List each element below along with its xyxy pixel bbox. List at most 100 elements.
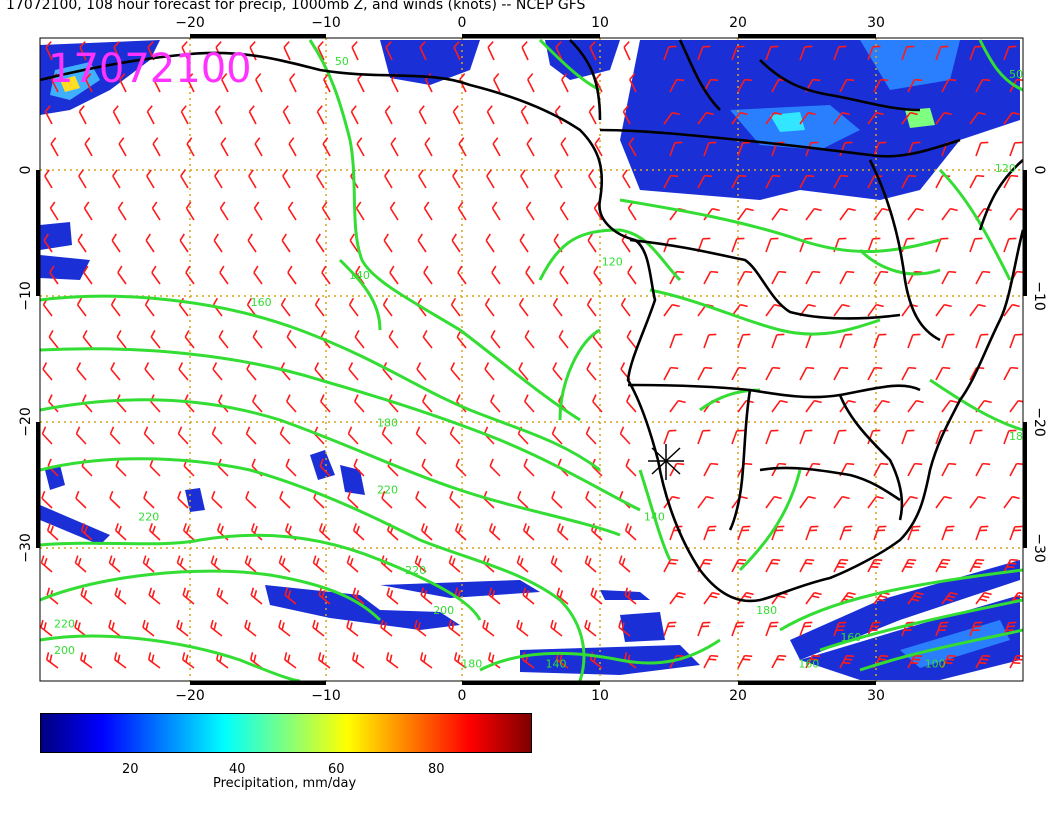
- wind-barb: [449, 426, 461, 445]
- wind-barb: [839, 270, 855, 285]
- wind-barb: [839, 141, 853, 157]
- wind-barb: [551, 490, 563, 509]
- wind-barb: [525, 201, 535, 221]
- wind-barb: [901, 174, 917, 189]
- wind-barb: [187, 73, 195, 93]
- wind-barb: [1009, 654, 1023, 669]
- wind-barb: [117, 265, 127, 285]
- wind-barb: [457, 201, 467, 221]
- wind-barb: [316, 169, 325, 189]
- wind-barb: [941, 78, 957, 93]
- wind-barb: [941, 591, 958, 605]
- lat-label: −10: [18, 281, 34, 311]
- wind-barb: [524, 394, 535, 413]
- wind-barb: [278, 555, 291, 573]
- wind-barb: [765, 237, 779, 253]
- wind-barb: [453, 652, 467, 669]
- wind-barb: [389, 201, 399, 221]
- wind-barb: [318, 523, 331, 541]
- wind-barb: [1003, 558, 1019, 573]
- wind-barb: [485, 233, 495, 253]
- wind-barb: [348, 297, 359, 317]
- wind-barb: [975, 333, 989, 349]
- wind-barb: [416, 362, 427, 381]
- wind-barb: [1003, 429, 1017, 445]
- wind-barb: [771, 207, 788, 221]
- wind-barb: [969, 495, 986, 509]
- contour-label: 100: [925, 658, 946, 671]
- wind-barb: [114, 587, 127, 605]
- wind-barb: [385, 652, 399, 669]
- wind-barb: [559, 201, 569, 221]
- wind-barb: [355, 201, 365, 221]
- wind-barb: [76, 362, 87, 381]
- contour-label: 160: [798, 658, 819, 671]
- lat-labels-right: 0 −10 −20 −30: [1031, 166, 1047, 563]
- wind-barb: [491, 265, 501, 285]
- wind-barb: [833, 621, 847, 637]
- wind-barb: [520, 105, 529, 125]
- wind-barb: [935, 495, 952, 509]
- wind-barb: [109, 490, 121, 509]
- wind-barb: [415, 490, 427, 509]
- wind-barb: [386, 587, 399, 605]
- wind-barb: [622, 105, 631, 125]
- wind-barb: [216, 523, 229, 541]
- wind-barb: [352, 587, 365, 605]
- wind-barb: [663, 111, 680, 125]
- wind-barb: [148, 587, 161, 605]
- wind-barb: [839, 525, 853, 541]
- wind-barb: [622, 169, 631, 189]
- wind-barb: [252, 394, 263, 413]
- wind-barb: [78, 169, 87, 189]
- wind-barb: [245, 426, 257, 445]
- wind-barb: [414, 619, 427, 637]
- wind-barb: [279, 426, 291, 445]
- wind-barb: [628, 137, 637, 157]
- wind-barb: [450, 362, 461, 381]
- wind-barb: [584, 619, 597, 637]
- wind-barb: [388, 329, 399, 349]
- wind-barb: [350, 105, 359, 125]
- wind-barb: [152, 137, 161, 157]
- wind-barb: [491, 201, 501, 221]
- wind-barb: [253, 265, 263, 285]
- wind-barb: [150, 329, 161, 349]
- wind-barb: [153, 73, 161, 93]
- wind-barb: [1009, 462, 1023, 477]
- wind-barb: [805, 591, 822, 605]
- wind-barb: [663, 174, 679, 189]
- wind-barb: [423, 265, 433, 285]
- lon-labels-top: −20 −10 0 10 20 30: [175, 15, 885, 31]
- wind-barb: [1009, 525, 1023, 541]
- wind-barb: [765, 45, 779, 61]
- wind-barb: [253, 201, 263, 221]
- wind-barb: [317, 41, 325, 61]
- lat-label: 0: [18, 166, 34, 175]
- wind-barb: [143, 426, 155, 445]
- page-title: 17072100, 108 hour forecast for precip, …: [6, 0, 586, 13]
- contour-label: 180: [756, 604, 777, 617]
- contour-label: 140: [644, 510, 665, 523]
- wind-barb: [975, 462, 991, 477]
- wind-barb: [669, 462, 685, 477]
- wind-barb: [1003, 111, 1020, 125]
- contour-label: 50: [335, 55, 349, 68]
- wind-barb: [356, 137, 365, 157]
- wind-barb: [518, 297, 529, 317]
- wind-barb: [218, 394, 229, 413]
- wind-barb: [560, 137, 569, 157]
- wind-barb: [245, 490, 257, 509]
- wind-barb: [584, 555, 597, 573]
- wind-barb: [247, 233, 257, 253]
- wind-barb: [420, 523, 433, 541]
- wind-barb: [486, 169, 495, 189]
- precipitation-areas: [40, 40, 1020, 680]
- wind-barb: [703, 525, 717, 541]
- contour-label: 220: [54, 617, 75, 630]
- wind-barb: [148, 523, 161, 541]
- wind-barb: [149, 458, 161, 477]
- wind-barb: [351, 652, 365, 669]
- wind-barb: [487, 41, 495, 61]
- wind-barb: [697, 45, 711, 61]
